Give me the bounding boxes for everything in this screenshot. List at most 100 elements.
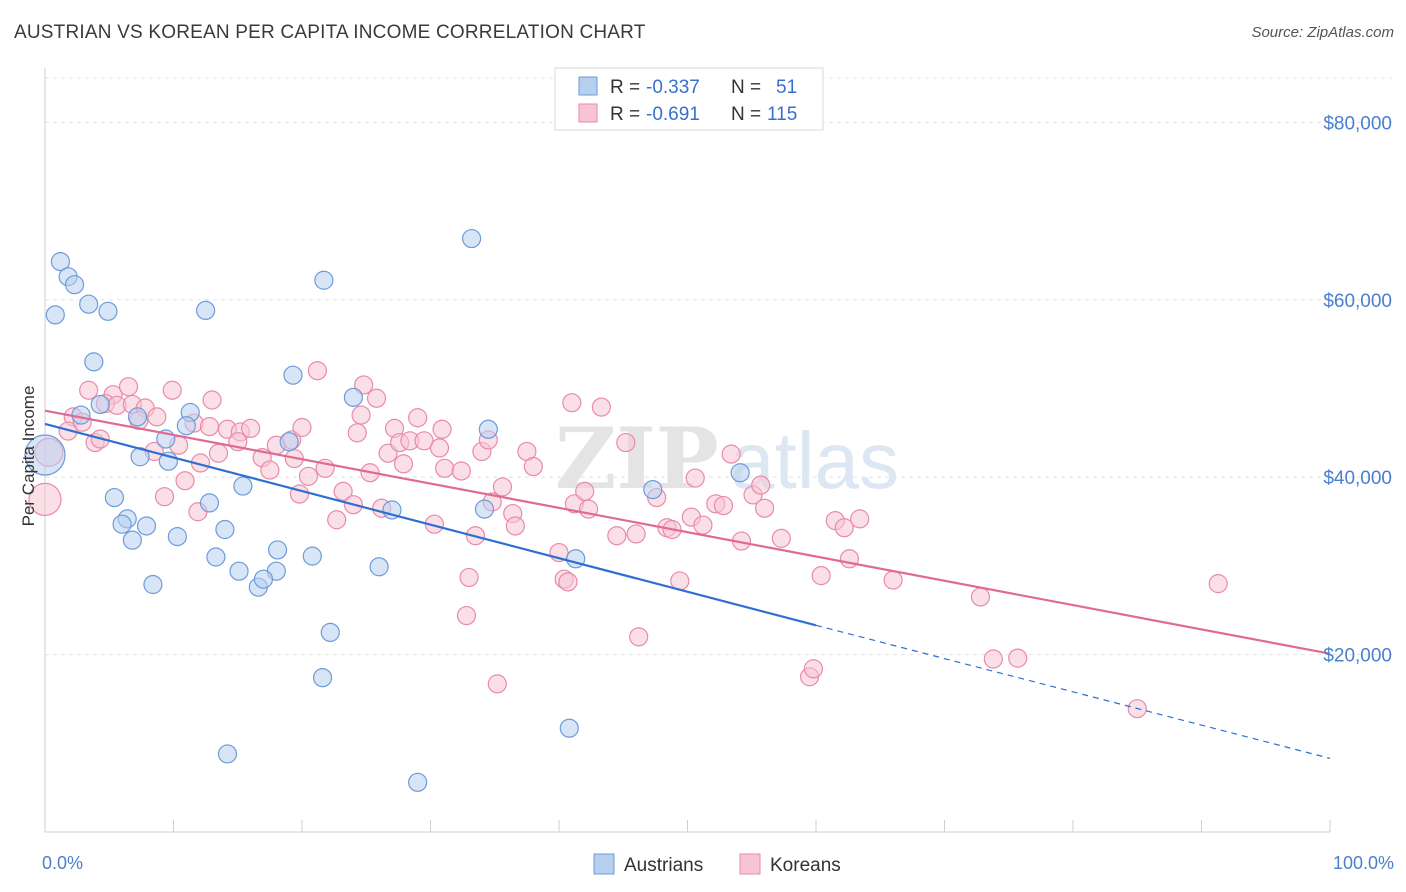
korean-point-41 xyxy=(327,510,347,530)
korean-point-98 xyxy=(754,498,775,518)
korean-point-5 xyxy=(79,380,99,400)
bottom-legend: Austrians Koreans xyxy=(593,853,841,876)
legend-n-value-austrians: 51 xyxy=(776,77,797,98)
austrian-point-29 xyxy=(215,519,235,540)
austrian-point-17 xyxy=(314,270,334,290)
korean-point-15 xyxy=(147,407,167,427)
austrian-point-0 xyxy=(24,434,66,476)
austrian-point-44 xyxy=(312,668,333,688)
legend-n-value-koreans: 115 xyxy=(767,104,797,125)
korean-point-16 xyxy=(162,380,182,400)
korean-point-7 xyxy=(118,377,139,397)
austrian-point-35 xyxy=(267,540,288,560)
austrian-point-12 xyxy=(176,416,196,436)
austrian-point-19 xyxy=(283,365,303,385)
legend-r-value-austrians: -0.337 xyxy=(646,77,700,98)
korean-point-32 xyxy=(260,460,280,480)
korean-point-69 xyxy=(523,456,543,477)
korean-point-60 xyxy=(435,458,455,478)
korean-point-67 xyxy=(505,516,525,536)
korean-point-26 xyxy=(175,471,195,491)
austrian-point-22 xyxy=(478,419,498,439)
korean-point-20 xyxy=(199,417,220,437)
korean-point-107 xyxy=(629,627,649,647)
korean-point-81 xyxy=(591,397,612,417)
austrian-point-40 xyxy=(143,574,163,595)
korean-point-99 xyxy=(771,528,791,548)
korean-point-36 xyxy=(292,417,312,438)
austrian-point-34 xyxy=(206,547,226,567)
legend-n-label-koreans: N = xyxy=(731,104,761,125)
austrian-point-45 xyxy=(643,479,663,500)
korean-point-111 xyxy=(1008,648,1028,668)
legend-r-value-koreans: -0.691 xyxy=(646,104,700,125)
austrian-point-20 xyxy=(343,387,363,407)
korean-point-72 xyxy=(456,605,477,626)
austrian-point-50 xyxy=(408,772,428,792)
korean-point-38 xyxy=(298,466,319,486)
korean-point-61 xyxy=(451,461,471,481)
y-axis-label: Per Capita Income xyxy=(19,386,38,527)
korean-point-44 xyxy=(351,405,371,425)
austrian-point-31 xyxy=(122,530,142,550)
austrian-point-33 xyxy=(474,499,495,519)
austrian-point-23 xyxy=(233,476,253,496)
austrian-point-9 xyxy=(71,405,91,425)
tick-labels: $20,000 $40,000 $60,000 $80,000 0.0% 100.0% xyxy=(42,113,1394,873)
korean-point-93 xyxy=(713,495,734,516)
bottom-legend-label-koreans: Koreans xyxy=(770,855,841,876)
korean-point-94 xyxy=(721,444,741,464)
austrian-point-43 xyxy=(320,622,340,643)
austrian-point-7 xyxy=(84,352,104,372)
chart-source: Source: ZipAtlas.com xyxy=(1251,24,1394,41)
x-tick-label-1: 100.0% xyxy=(1333,853,1394,873)
korean-point-53 xyxy=(393,454,414,474)
korean-point-110 xyxy=(983,649,1003,669)
bottom-legend-swatch-austrians xyxy=(593,853,615,875)
korean-point-91 xyxy=(693,515,713,535)
austrians-points xyxy=(24,228,750,792)
korean-point-83 xyxy=(616,432,636,453)
korean-point-82 xyxy=(607,526,627,546)
x-tick-label-0: 0.0% xyxy=(42,853,83,873)
austrian-point-46 xyxy=(730,463,750,483)
austrian-point-48 xyxy=(217,744,238,764)
korean-point-43 xyxy=(347,423,367,443)
legend-r-label-austrians: R = xyxy=(610,77,640,98)
korean-point-42 xyxy=(333,481,353,501)
austrian-point-24 xyxy=(104,487,124,508)
y-tick-label-1: $40,000 xyxy=(1323,468,1392,489)
korean-point-0 xyxy=(28,482,62,516)
korean-point-37 xyxy=(307,361,328,381)
austrian-point-25 xyxy=(199,493,220,513)
korean-point-55 xyxy=(408,408,428,428)
austrian-point-38 xyxy=(229,561,249,581)
korean-point-73 xyxy=(487,674,507,694)
top-legend: R = -0.337 N = 51 R = -0.691 N = 115 xyxy=(554,67,824,131)
chart-title: AUSTRIAN VS KOREAN PER CAPITA INCOME COR… xyxy=(14,22,646,43)
korean-point-108 xyxy=(883,570,903,590)
austrian-point-18 xyxy=(462,228,482,249)
y-tick-label-0: $20,000 xyxy=(1323,646,1392,667)
korean-point-70 xyxy=(459,567,479,588)
korean-point-58 xyxy=(432,419,452,439)
korean-point-97 xyxy=(751,475,771,495)
austrian-point-21 xyxy=(279,432,299,452)
austrian-point-42 xyxy=(253,569,274,589)
trendlines xyxy=(44,409,1331,759)
korean-point-101 xyxy=(803,659,824,679)
legend-r-label-koreans: R = xyxy=(610,104,640,125)
korean-point-77 xyxy=(562,393,582,413)
korean-point-113 xyxy=(1208,574,1228,594)
legend-n-label-austrians: N = xyxy=(731,77,761,98)
austrian-point-8 xyxy=(90,394,110,415)
austrian-point-28 xyxy=(136,516,157,536)
bottom-legend-swatch-koreans xyxy=(739,853,761,875)
austrian-point-3 xyxy=(64,275,85,295)
bottom-legend-label-austrians: Austrians xyxy=(624,855,703,876)
korean-point-57 xyxy=(429,438,450,458)
y-tick-label-3: $80,000 xyxy=(1323,113,1392,134)
korean-point-84 xyxy=(626,524,646,544)
korean-point-27 xyxy=(154,487,175,507)
